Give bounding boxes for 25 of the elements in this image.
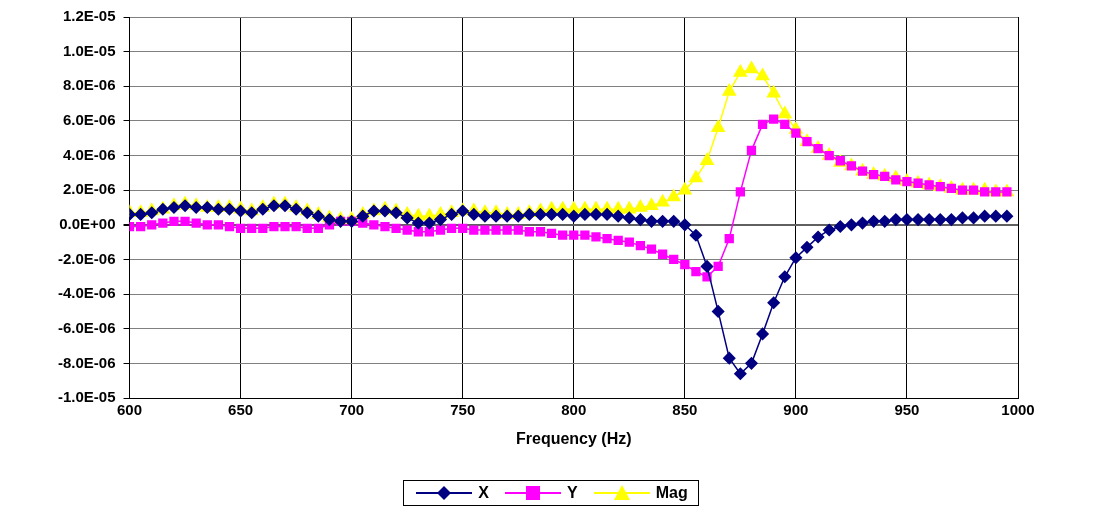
- y-tick-label: 1.2E-05: [62, 7, 116, 25]
- legend-label: Y: [567, 484, 578, 502]
- x-axis-title: Frequency (Hz): [515, 430, 632, 448]
- y-tick-label: 0.0E+00: [59, 214, 116, 232]
- x-tick-label: 1000: [1001, 401, 1035, 419]
- y-tick-label: 4.0E-06: [62, 145, 116, 163]
- y-tick-label: -2.0E-06: [57, 249, 116, 267]
- x-tick-label: 900: [783, 401, 809, 419]
- x-tick-label: 750: [450, 401, 476, 419]
- y-tick-label: -6.0E-06: [57, 318, 116, 336]
- x-tick-label: 650: [228, 401, 254, 419]
- y-tick-label: 8.0E-06: [62, 76, 116, 94]
- y-tick-label: 6.0E-06: [62, 111, 116, 129]
- legend-label: X: [478, 484, 489, 502]
- x-tick-label: 950: [894, 401, 920, 419]
- x-tick-label: 800: [561, 401, 587, 419]
- y-tick-label: -8.0E-06: [57, 353, 116, 371]
- x-tick-label: 850: [672, 401, 698, 419]
- x-tick-label: 700: [339, 401, 365, 419]
- x-tick-label: 600: [117, 401, 143, 419]
- y-tick-label: -4.0E-06: [57, 284, 116, 302]
- y-tick-label: 1.0E-05: [62, 41, 116, 59]
- y-tick-label: 2.0E-06: [62, 180, 116, 198]
- y-tick-label: -1.0E-05: [57, 388, 116, 406]
- legend-label: Mag: [655, 484, 688, 502]
